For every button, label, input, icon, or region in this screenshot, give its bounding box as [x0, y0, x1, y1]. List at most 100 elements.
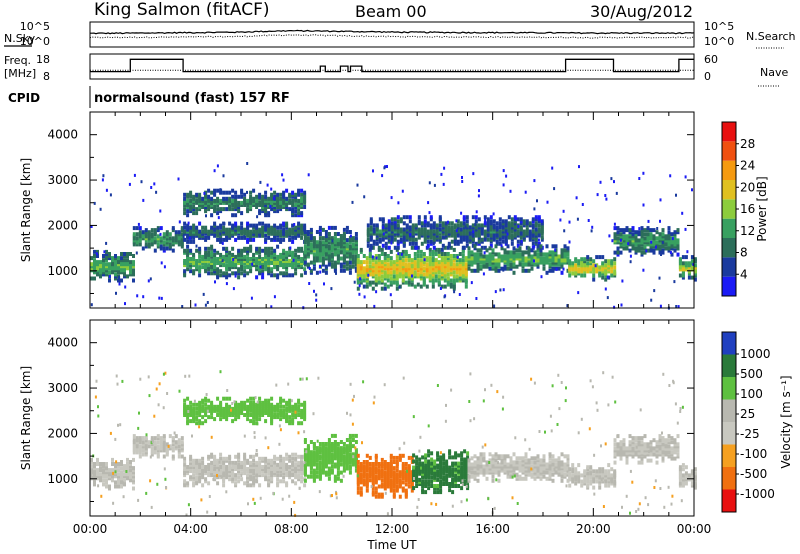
- heatmap-cell: [386, 165, 388, 168]
- heatmap-cell: [463, 461, 467, 466]
- heatmap-cell: [126, 470, 129, 475]
- heatmap-cell: [264, 207, 268, 212]
- heatmap-cell: [222, 483, 226, 488]
- heatmap-cell: [372, 223, 376, 228]
- heatmap-cell: [216, 207, 220, 212]
- heatmap-cell: [255, 275, 259, 280]
- heatmap-cell: [460, 453, 464, 458]
- heatmap-cell: [464, 272, 468, 277]
- heatmap-cell: [99, 466, 102, 471]
- heatmap-cell: [327, 476, 331, 481]
- heatmap-cell: [150, 232, 154, 237]
- heatmap-cell: [525, 223, 529, 228]
- heatmap-cell: [681, 255, 685, 260]
- heatmap-cell: [560, 250, 564, 255]
- heatmap-cell: [321, 462, 325, 467]
- heatmap-cell: [285, 203, 289, 207]
- heatmap-cell: [243, 257, 247, 261]
- heatmap-cell: [528, 221, 532, 226]
- heatmap-cell: [183, 479, 187, 484]
- heatmap-cell: [291, 465, 295, 469]
- heatmap-cell: [162, 446, 166, 451]
- heatmap-cell: [158, 296, 161, 300]
- heatmap-cell: [186, 209, 190, 214]
- heatmap-cell: [531, 229, 535, 234]
- heatmap-cell: [471, 227, 475, 232]
- heatmap-cell: [519, 241, 523, 246]
- nsearch-tick-low: 10^0: [704, 35, 734, 48]
- heatmap-cell: [441, 243, 445, 248]
- heatmap-cell: [288, 207, 292, 212]
- heatmap-cell: [237, 462, 241, 467]
- heatmap-cell: [195, 415, 199, 420]
- heatmap-cell: [222, 196, 226, 201]
- heatmap-cell: [117, 474, 120, 479]
- heatmap-cell: [135, 236, 139, 241]
- heatmap-cell: [659, 219, 661, 223]
- heatmap-cell: [258, 203, 262, 207]
- heatmap-cell: [219, 411, 223, 415]
- heatmap-cell: [472, 172, 475, 176]
- heatmap-cell: [252, 229, 256, 234]
- heatmap-cell: [407, 266, 411, 271]
- heatmap-cell: [362, 260, 366, 265]
- heatmap-cell: [228, 196, 232, 201]
- heatmap-cell: [234, 271, 238, 276]
- heatmap-cell: [392, 494, 396, 499]
- heatmap-cell: [255, 198, 259, 203]
- heatmap-cell: [518, 254, 522, 259]
- heatmap-cell: [186, 465, 190, 469]
- heatmap-cell: [534, 223, 538, 228]
- heatmap-cell: [276, 473, 280, 478]
- heatmap-cell: [249, 413, 253, 417]
- heatmap-cell: [459, 237, 463, 242]
- heatmap-cell: [102, 474, 105, 479]
- heatmap-cell: [105, 484, 108, 489]
- heatmap-cell: [667, 248, 671, 253]
- heatmap-cell: [291, 421, 295, 426]
- heatmap-cell: [114, 480, 117, 485]
- heatmap-cell: [228, 203, 232, 207]
- heatmap-cell: [442, 453, 446, 458]
- heatmap-cell: [396, 215, 400, 220]
- heatmap-cell: [243, 454, 247, 459]
- heatmap-cell: [183, 231, 187, 236]
- heatmap-cell: [231, 460, 235, 465]
- heatmap-cell: [485, 264, 489, 269]
- heatmap-cell: [288, 458, 292, 463]
- heatmap-cell: [159, 244, 163, 249]
- heatmap-cell: [554, 244, 558, 249]
- heatmap-cell: [147, 440, 151, 445]
- heatmap-cell: [420, 221, 424, 226]
- heatmap-cell: [375, 256, 378, 260]
- heatmap-cell: [444, 223, 448, 228]
- heatmap-cell: [484, 218, 487, 222]
- heatmap-cell: [652, 228, 656, 233]
- heatmap-cell: [465, 243, 469, 248]
- heatmap-cell: [456, 255, 459, 259]
- heatmap-cell: [622, 246, 626, 251]
- heatmap-cell: [673, 238, 677, 243]
- heatmap-cell: [506, 244, 510, 249]
- heatmap-cell: [201, 404, 205, 409]
- heatmap-cell: [132, 278, 135, 283]
- heatmap-cell: [261, 456, 265, 461]
- heatmap-cell: [401, 474, 405, 479]
- heatmap-cell: [423, 258, 426, 262]
- heatmap-cell: [216, 198, 220, 203]
- heatmap-cell: [429, 231, 433, 236]
- heatmap-cell: [159, 226, 163, 231]
- heatmap-cell: [231, 471, 235, 476]
- heatmap-cell: [468, 225, 472, 230]
- heatmap-cell: [300, 475, 304, 480]
- heatmap-cell: [492, 237, 496, 242]
- heatmap-cell: [515, 264, 519, 269]
- data-band: [412, 449, 470, 495]
- heatmap-cell: [279, 479, 283, 484]
- heatmap-cell: [476, 264, 480, 269]
- heatmap-cell: [554, 248, 557, 252]
- heatmap-cell: [380, 464, 384, 469]
- heatmap-cell: [192, 207, 196, 212]
- heatmap-cell: [362, 470, 366, 475]
- heatmap-cell: [455, 266, 459, 271]
